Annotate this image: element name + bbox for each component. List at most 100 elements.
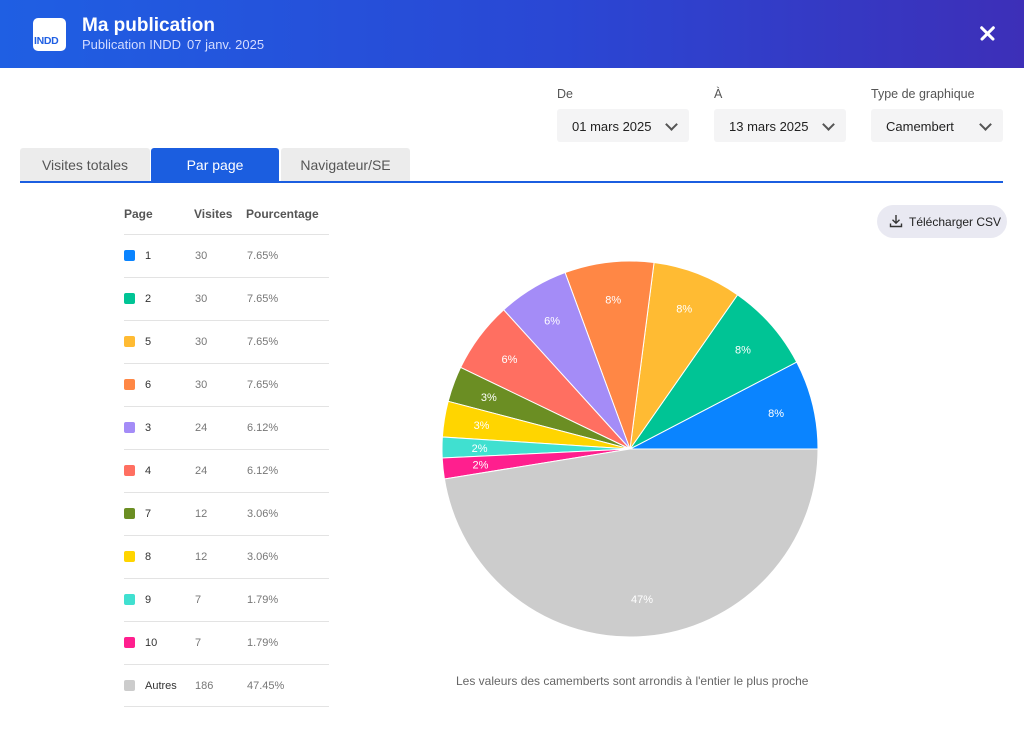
visits-cell: 24 [195, 422, 208, 434]
visits-cell: 12 [195, 508, 208, 520]
color-swatch [124, 680, 135, 691]
visits-cell: 12 [195, 551, 208, 563]
pie-slice-label: 3% [474, 420, 490, 432]
page-cell: 3 [145, 422, 152, 434]
percent-cell: 3.06% [247, 508, 279, 520]
percent-cell: 47.45% [247, 680, 285, 692]
download-icon [889, 215, 903, 228]
color-swatch [124, 465, 135, 476]
percent-cell: 1.79% [247, 594, 279, 606]
to-date-select[interactable]: 13 mars 2025 [714, 109, 846, 142]
publication-subtitle: Publication INDD 07 janv. 2025 [82, 37, 264, 52]
table-row: 8 12 3.06% [124, 535, 329, 579]
chart-type-value: Camembert [886, 119, 954, 134]
visits-cell: 30 [195, 336, 208, 348]
chevron-down-icon [665, 118, 678, 131]
visits-cell: 186 [195, 680, 214, 692]
pie-slice-label: 8% [735, 345, 751, 357]
header-visits: Visites [194, 207, 233, 221]
chevron-down-icon [822, 118, 835, 131]
chart-type-select[interactable]: Camembert [871, 109, 1003, 142]
page-cell: 10 [145, 637, 158, 649]
from-date-select[interactable]: 01 mars 2025 [557, 109, 689, 142]
pie-slice-label: 8% [605, 295, 621, 307]
table-row: 10 7 1.79% [124, 621, 329, 665]
page-cell: 5 [145, 336, 152, 348]
publication-type: Publication INDD [82, 37, 181, 52]
visits-cell: 24 [195, 465, 208, 477]
table-row: Autres 186 47.45% [124, 664, 329, 708]
percent-cell: 3.06% [247, 551, 279, 563]
percent-cell: 7.65% [247, 250, 279, 262]
page-cell: 4 [145, 465, 152, 477]
table-row: 1 30 7.65% [124, 234, 329, 278]
from-label: De [557, 87, 573, 101]
table-row: 9 7 1.79% [124, 578, 329, 622]
page-cell: Autres [145, 680, 177, 692]
pie-slice-label: 47% [631, 594, 653, 606]
page-cell: 6 [145, 379, 152, 391]
table-row: 3 24 6.12% [124, 406, 329, 450]
visits-cell: 30 [195, 250, 208, 262]
indd-logo-icon: INDD [33, 18, 66, 51]
pie-slice-label: 6% [544, 315, 560, 327]
page-cell: 9 [145, 594, 152, 606]
table-row: 6 30 7.65% [124, 363, 329, 407]
percent-cell: 1.79% [247, 637, 279, 649]
pie-slice[interactable] [443, 448, 819, 638]
table-row: 5 30 7.65% [124, 320, 329, 364]
color-swatch [124, 250, 135, 261]
color-swatch [124, 551, 135, 562]
pie-slice-label: 2% [472, 443, 488, 455]
publication-date: 07 janv. 2025 [187, 37, 265, 52]
color-swatch [124, 336, 135, 347]
pie-slice-label: 6% [502, 354, 518, 366]
visits-cell: 30 [195, 379, 208, 391]
percent-cell: 7.65% [247, 379, 279, 391]
color-swatch [124, 594, 135, 605]
pie-slice-label: 8% [768, 408, 784, 420]
tab-par-page[interactable]: Par page [151, 148, 279, 182]
pie-slice-label: 8% [676, 304, 692, 316]
table-divider [124, 706, 329, 707]
percent-cell: 6.12% [247, 465, 279, 477]
pie-slice-label: 2% [472, 460, 488, 472]
visits-cell: 30 [195, 293, 208, 305]
download-csv-button[interactable]: Télécharger CSV [877, 205, 1007, 238]
chevron-down-icon [979, 118, 992, 131]
page-cell: 7 [145, 508, 152, 520]
logo-text: INDD [34, 35, 59, 47]
tab-visites-totales[interactable]: Visites totales [20, 148, 150, 182]
table-row: 7 12 3.06% [124, 492, 329, 536]
to-date-value: 13 mars 2025 [729, 119, 809, 134]
percent-cell: 7.65% [247, 293, 279, 305]
header: INDD Ma publication Publication INDD 07 j… [0, 0, 1024, 68]
percent-cell: 6.12% [247, 422, 279, 434]
from-date-value: 01 mars 2025 [572, 119, 652, 134]
visits-cell: 7 [195, 594, 202, 606]
tab-underline [20, 181, 1003, 183]
tab-navigateur-se[interactable]: Navigateur/SE [281, 148, 410, 182]
publication-title: Ma publication [82, 15, 215, 36]
close-icon[interactable] [972, 18, 1002, 48]
page-cell: 2 [145, 293, 152, 305]
header-page: Page [124, 207, 153, 221]
pie-rounding-note: Les valeurs des camemberts sont arrondis… [456, 674, 809, 688]
pie-chart: 8% 8% 8% 8% 6% 6% 3% 3% 2% 2% 47% [441, 260, 819, 638]
to-label: À [714, 87, 723, 101]
table-row: 2 30 7.65% [124, 277, 329, 321]
header-percent: Pourcentage [246, 207, 319, 221]
color-swatch [124, 422, 135, 433]
color-swatch [124, 293, 135, 304]
table-row: 4 24 6.12% [124, 449, 329, 493]
visits-cell: 7 [195, 637, 202, 649]
pie-slice-label: 3% [481, 392, 497, 404]
percent-cell: 7.65% [247, 336, 279, 348]
color-swatch [124, 379, 135, 390]
color-swatch [124, 637, 135, 648]
page-cell: 8 [145, 551, 152, 563]
color-swatch [124, 508, 135, 519]
download-csv-label: Télécharger CSV [909, 215, 1002, 229]
page-cell: 1 [145, 250, 152, 262]
chart-type-label: Type de graphique [871, 87, 975, 101]
